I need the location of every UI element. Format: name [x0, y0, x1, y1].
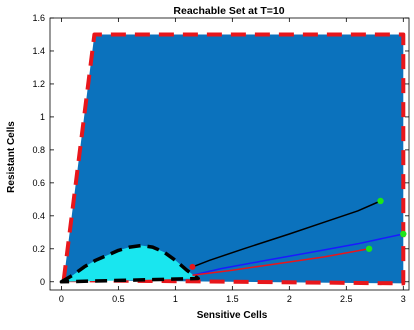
y-tick-label: 0.8: [32, 145, 45, 155]
trajectory-blue: [192, 233, 404, 276]
inner-region-boundary: [59, 243, 200, 284]
x-tick-label: 1.5: [226, 294, 239, 304]
trajectory-red: [192, 248, 370, 276]
x-tick-label: 3: [401, 294, 406, 304]
y-tick-label: 0.2: [32, 244, 45, 254]
trajectory-endpoint-2: [400, 230, 407, 238]
y-tick-label: 0.6: [32, 178, 45, 188]
reachable-region-boundary: [61, 32, 406, 286]
trajectory-start-point: [189, 263, 196, 270]
x-tick-label: 2.5: [340, 294, 353, 304]
y-tick-label: 0.4: [32, 211, 45, 221]
axes: 0 0.5 1 1.5 2 2.5 3 0 0.2 0.4 0.6 0.8 1 1.2 1.4 1.6: [32, 13, 410, 304]
y-tick-label: 1.6: [32, 13, 45, 23]
x-tick-label: 1: [173, 294, 178, 304]
axes-frame: [49, 17, 410, 291]
trajectory-endpoint-1: [377, 197, 384, 205]
x-tick-label: 2: [287, 294, 292, 304]
plot-area: [59, 32, 407, 286]
y-tick-label: 1.4: [32, 46, 45, 56]
x-tick-label: 0: [59, 294, 64, 304]
y-tick-label: 1.2: [32, 79, 45, 89]
x-axis-title: Sensitive Cells: [197, 310, 268, 321]
trajectory-endpoint-3: [365, 245, 373, 252]
x-tick-label: 0.5: [112, 294, 125, 304]
y-axis-title: Resistant Cells: [6, 121, 17, 193]
trajectory-black: [192, 200, 381, 268]
reachable-region-fill: [63, 34, 404, 284]
y-tick-label: 0: [40, 277, 45, 287]
inner-region-fill: [61, 245, 199, 282]
chart-title: Reachable Set at T=10: [173, 5, 284, 17]
y-tick-label: 1: [40, 112, 45, 122]
plot-content: [59, 32, 407, 286]
